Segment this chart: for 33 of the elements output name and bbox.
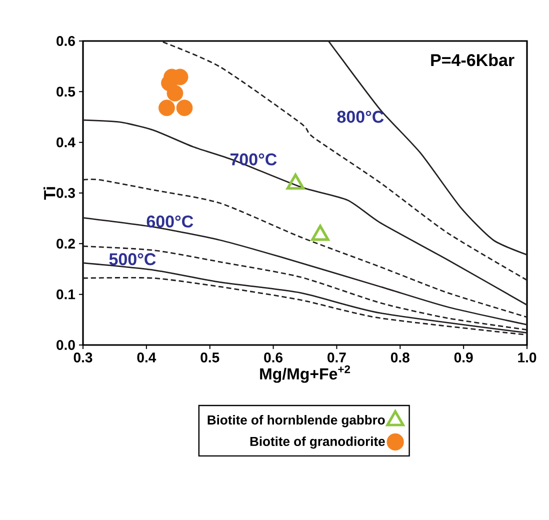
y-tick-label: 0.2 bbox=[56, 238, 75, 249]
series-label: 800°C bbox=[337, 110, 384, 123]
y-tick-label: 0.4 bbox=[56, 137, 76, 148]
y-tick-label: 0.1 bbox=[56, 289, 76, 300]
series-label: 500°C bbox=[109, 253, 156, 266]
point bbox=[286, 174, 305, 190]
x-axis-title: Mg/Mg+Fe$^{+2}$ bbox=[260, 365, 350, 383]
x-tick-label: 0.3 bbox=[74, 352, 92, 362]
y-tick-label: 0.5 bbox=[56, 86, 76, 97]
point bbox=[311, 224, 330, 241]
y-tick-label: 0.3 bbox=[56, 188, 75, 198]
point bbox=[166, 84, 184, 102]
annotation: P=4-6Kbar bbox=[431, 54, 514, 66]
series-label: 700°C bbox=[230, 153, 277, 166]
x-tick-label: 0.4 bbox=[137, 352, 156, 362]
line-series bbox=[82, 178, 528, 318]
x-tick-label: 0.6 bbox=[264, 352, 283, 362]
x-tick-label: 0.7 bbox=[328, 352, 346, 362]
x-tick-label: 0.8 bbox=[390, 352, 410, 362]
line-series bbox=[82, 217, 528, 326]
point bbox=[158, 100, 175, 116]
line-series bbox=[82, 246, 528, 330]
x-tick-label: 1.0 bbox=[518, 352, 536, 362]
line-series bbox=[328, 40, 528, 256]
legend-label: Biotite of hornblende gabbro bbox=[208, 415, 385, 428]
y-tick-label: 0.0 bbox=[56, 340, 75, 350]
y-tick-label: 0.6 bbox=[56, 36, 75, 46]
point bbox=[176, 100, 193, 116]
x-tick-label: 0.9 bbox=[454, 352, 473, 362]
x-tick-label: 0.5 bbox=[200, 352, 220, 362]
legend-label: Biotite of granodiorite bbox=[250, 436, 385, 449]
series-label: 600°C bbox=[146, 215, 194, 228]
y-axis-title: Ti bbox=[44, 187, 56, 200]
